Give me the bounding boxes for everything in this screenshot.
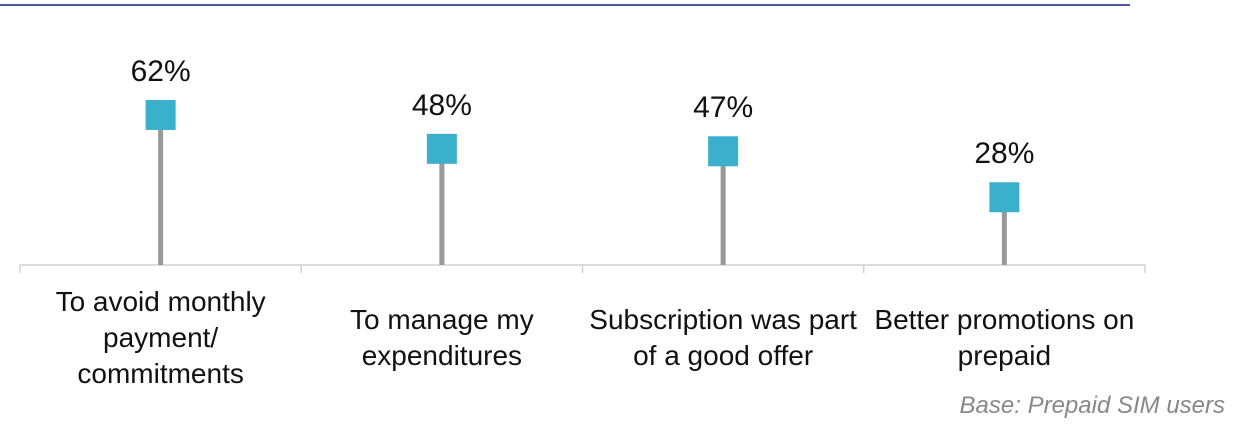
value-label: 47% — [693, 91, 753, 124]
marker — [426, 133, 457, 164]
marker — [708, 136, 739, 167]
annotation: Base: Prepaid SIM users — [959, 392, 1225, 419]
value-label: 62% — [131, 55, 191, 88]
value-label: 28% — [974, 137, 1034, 170]
x-tick-label: Subscription was part of a good offer — [589, 304, 857, 371]
value-label: 48% — [412, 89, 472, 122]
x-tick-label: To manage my expenditures — [350, 304, 534, 371]
marker — [989, 182, 1020, 213]
x-tick-label: To avoid monthly payment/ commitments — [55, 286, 266, 389]
x-tick-label: Better promotions on prepaid — [874, 304, 1135, 371]
marker — [145, 99, 176, 130]
